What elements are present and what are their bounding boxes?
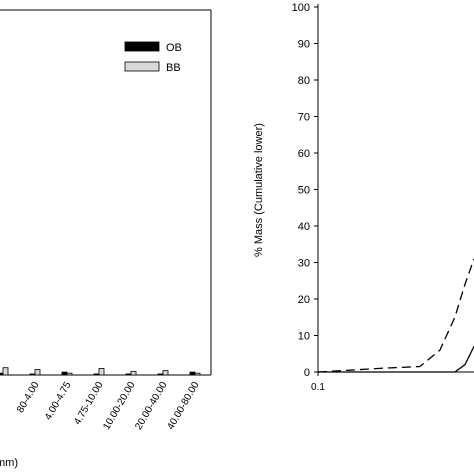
bar bbox=[194, 372, 201, 376]
x-tick-label: 4.00-4.75 bbox=[43, 380, 74, 422]
legend-label: BB bbox=[166, 62, 181, 74]
x-tick-label: 80-4.00 bbox=[15, 380, 42, 415]
bar bbox=[29, 373, 36, 376]
legend-label: OB bbox=[166, 42, 182, 54]
x-tick-label: 40.00-80.00 bbox=[165, 380, 201, 432]
line-series bbox=[318, 346, 474, 373]
x-tick-label: 10.00-20.00 bbox=[101, 380, 137, 432]
bar bbox=[34, 369, 41, 376]
bar bbox=[189, 371, 196, 376]
bar bbox=[2, 367, 9, 376]
x-tick-label: 4.75-10.00 bbox=[72, 380, 106, 427]
x-tick-label: 0.1 bbox=[311, 382, 325, 393]
bar bbox=[125, 373, 132, 376]
y-tick-label: 30 bbox=[298, 258, 310, 270]
y-tick-label: 100 bbox=[292, 2, 310, 14]
y-axis-label: % Mass (Cumulative lower) bbox=[253, 123, 265, 257]
bar bbox=[130, 370, 137, 376]
y-tick-label: 70 bbox=[298, 112, 310, 124]
legend-swatch bbox=[124, 61, 160, 72]
bar bbox=[162, 370, 169, 376]
line-series bbox=[317, 258, 474, 373]
y-tick-label: 90 bbox=[298, 39, 310, 51]
bar bbox=[157, 373, 164, 376]
y-tick-label: 80 bbox=[298, 75, 310, 87]
bar bbox=[61, 371, 68, 376]
y-tick-label: 60 bbox=[298, 148, 310, 160]
y-tick-label: 40 bbox=[298, 221, 310, 233]
y-tick-label: 20 bbox=[298, 294, 310, 306]
bar bbox=[98, 368, 105, 376]
y-tick-label: 50 bbox=[298, 185, 310, 197]
bar bbox=[66, 372, 73, 376]
legend-swatch bbox=[124, 41, 160, 52]
x-tick-label: 20.00-40.00 bbox=[133, 380, 169, 432]
bar bbox=[0, 372, 4, 376]
x-axis-label: mm) bbox=[0, 457, 18, 469]
y-tick-label: 10 bbox=[298, 331, 310, 343]
y-tick-label: 0 bbox=[304, 367, 310, 379]
bar bbox=[93, 373, 100, 376]
